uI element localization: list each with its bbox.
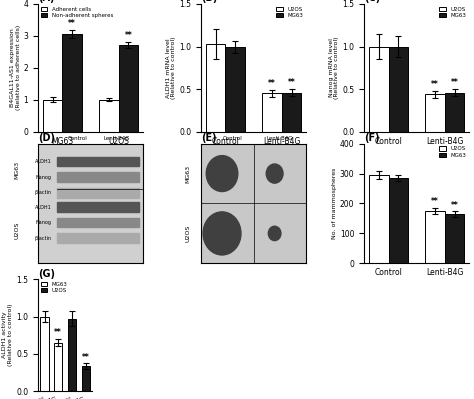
Text: MG63: MG63 xyxy=(15,161,20,179)
Bar xyxy=(40,316,49,391)
Text: **: ** xyxy=(268,79,276,88)
Y-axis label: B4GAL11-AS1 expression
(Relative to adherent cells): B4GAL11-AS1 expression (Relative to adhe… xyxy=(10,25,20,111)
Text: MG63: MG63 xyxy=(185,164,190,183)
Legend: MG63, U2OS: MG63, U2OS xyxy=(41,282,68,293)
Text: **: ** xyxy=(451,79,458,87)
Legend: U2OS, MG63: U2OS, MG63 xyxy=(439,146,466,158)
Y-axis label: No. of mammospheres: No. of mammospheres xyxy=(332,168,337,239)
Text: Lenti-B4G: Lenti-B4G xyxy=(267,136,293,141)
Legend: U2OS, MG63: U2OS, MG63 xyxy=(276,7,303,18)
Y-axis label: ALDH1 mRNA level
(Relative to control): ALDH1 mRNA level (Relative to control) xyxy=(165,37,176,99)
Bar xyxy=(425,94,445,132)
Circle shape xyxy=(266,164,283,183)
Text: **: ** xyxy=(55,328,62,338)
Bar xyxy=(369,175,389,263)
Y-axis label: ALDH1 activity
(Relative to control): ALDH1 activity (Relative to control) xyxy=(2,304,13,366)
Bar xyxy=(99,100,118,132)
Text: **: ** xyxy=(431,80,439,89)
Bar xyxy=(54,343,63,391)
Text: Nanog: Nanog xyxy=(36,220,52,225)
Legend: U2OS, MG63: U2OS, MG63 xyxy=(439,7,466,18)
Bar xyxy=(262,93,282,132)
Bar xyxy=(57,188,139,198)
Text: (C): (C) xyxy=(364,0,380,3)
Bar xyxy=(118,45,138,132)
Bar xyxy=(57,202,139,212)
Text: Control: Control xyxy=(223,136,242,141)
Bar xyxy=(68,319,76,391)
Bar xyxy=(57,172,139,182)
Bar xyxy=(282,93,301,132)
Text: (B): (B) xyxy=(201,0,218,3)
Text: **: ** xyxy=(68,19,76,28)
Text: **: ** xyxy=(82,353,90,362)
Text: (F): (F) xyxy=(364,133,380,143)
Text: **: ** xyxy=(431,198,439,207)
Bar xyxy=(369,47,389,132)
Text: Lenti-B4G: Lenti-B4G xyxy=(104,136,130,141)
Bar xyxy=(425,211,445,263)
Text: (G): (G) xyxy=(38,269,55,279)
Circle shape xyxy=(203,212,241,255)
Text: ALDH1: ALDH1 xyxy=(35,205,52,209)
Bar xyxy=(445,93,465,132)
Bar xyxy=(57,218,139,227)
Bar xyxy=(82,366,90,391)
Text: Control: Control xyxy=(68,136,88,141)
Circle shape xyxy=(268,226,281,241)
Y-axis label: Nanog mRNA level
(Relative to control): Nanog mRNA level (Relative to control) xyxy=(328,37,339,99)
Bar xyxy=(63,34,82,132)
Text: (D): (D) xyxy=(38,133,55,143)
Text: U2OS: U2OS xyxy=(15,221,20,239)
Text: β-actin: β-actin xyxy=(35,190,52,195)
Bar xyxy=(57,157,139,166)
Text: (A): (A) xyxy=(38,0,55,3)
Bar xyxy=(389,47,408,132)
Text: **: ** xyxy=(288,79,295,87)
Text: ALDH1: ALDH1 xyxy=(35,159,52,164)
Text: U2OS: U2OS xyxy=(185,225,190,242)
Bar xyxy=(206,44,226,132)
Bar xyxy=(57,233,139,243)
Bar xyxy=(389,178,408,263)
Text: Nanog: Nanog xyxy=(36,175,52,180)
Text: β-actin: β-actin xyxy=(35,236,52,241)
Bar xyxy=(445,214,465,263)
Text: (E): (E) xyxy=(201,133,217,143)
Bar xyxy=(43,100,63,132)
Legend: Adherent cells, Non-adherent spheres: Adherent cells, Non-adherent spheres xyxy=(41,7,113,18)
Text: **: ** xyxy=(125,31,132,40)
Bar xyxy=(226,47,245,132)
Text: **: ** xyxy=(451,201,458,210)
Circle shape xyxy=(206,156,238,192)
